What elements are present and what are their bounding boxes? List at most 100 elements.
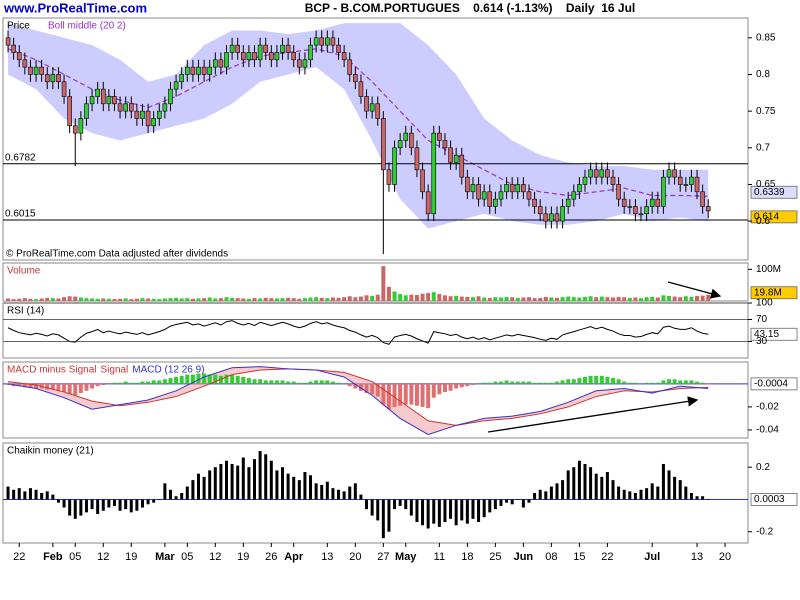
chaikin-bar	[112, 499, 116, 506]
chaikin-bar	[432, 499, 436, 524]
volume-bar	[667, 295, 672, 301]
x-tick-label: 20	[719, 551, 731, 563]
panel-title: Price	[7, 21, 30, 32]
chaikin-bar	[471, 499, 475, 519]
histogram-bar	[437, 383, 442, 395]
candle-body	[44, 74, 50, 83]
volume-bar	[582, 296, 587, 301]
histogram-bar	[95, 383, 100, 387]
candle-body	[431, 132, 437, 215]
chaikin-bar	[196, 473, 200, 500]
volume-bar	[174, 297, 179, 301]
panel-title: Boll middle (20 2)	[48, 21, 126, 32]
volume-bar	[594, 297, 599, 301]
histogram-bar	[605, 376, 610, 384]
chaikin-bar	[40, 493, 44, 500]
chaikin-bar	[281, 467, 285, 500]
volume-bar	[302, 298, 307, 301]
histogram-bar	[689, 380, 694, 384]
candle-body	[280, 44, 285, 53]
x-tick-label: 12	[97, 551, 109, 563]
y-tick-label: 0.85	[756, 32, 776, 43]
y-tick-label: 0.6	[756, 216, 770, 227]
histogram-bar	[487, 382, 492, 384]
volume-bar	[336, 297, 341, 301]
histogram-bar	[190, 374, 195, 384]
candle-body	[610, 176, 616, 185]
chaikin-bar	[656, 486, 660, 500]
x-tick-label: 19	[237, 551, 249, 563]
chaikin-bar	[454, 499, 458, 526]
chaikin-bar	[185, 486, 189, 500]
value-label: 43.15	[754, 329, 779, 340]
histogram-bar	[498, 381, 503, 384]
value-label: 19.8M	[754, 287, 782, 298]
candle-body	[689, 176, 694, 185]
volume-bar	[134, 298, 139, 301]
chaikin-bar	[118, 499, 122, 511]
volume-bar	[84, 298, 89, 301]
chaikin-bar	[107, 499, 111, 508]
chaikin-bar	[594, 473, 598, 500]
y-tick-label: 0.75	[756, 106, 776, 117]
candle-body	[364, 96, 369, 112]
histogram-bar	[235, 375, 240, 384]
histogram-bar	[34, 383, 39, 389]
candle-body	[700, 191, 705, 207]
volume-bar	[314, 297, 319, 301]
candle-body	[257, 44, 263, 61]
volume-bar	[381, 266, 386, 301]
histogram-bar	[22, 383, 27, 388]
candle-body	[633, 206, 638, 215]
x-tick-label: 05	[69, 551, 81, 563]
volume-bar	[252, 298, 257, 301]
volume-bar	[230, 297, 235, 301]
candle-body	[403, 132, 409, 141]
volume-bar	[73, 296, 78, 301]
chaikin-bar	[68, 499, 72, 516]
volume-bar	[560, 297, 565, 301]
candle-body	[89, 96, 95, 105]
candle-body	[537, 206, 543, 215]
candle-body	[212, 59, 218, 68]
chaikin-bar	[129, 499, 133, 513]
histogram-bar	[515, 381, 520, 384]
volume-bar	[426, 293, 431, 301]
histogram-bar	[655, 382, 660, 384]
volume-bar	[112, 299, 117, 301]
candle-body	[705, 206, 711, 212]
chaikin-bar	[645, 488, 649, 500]
volume-bar	[342, 297, 347, 301]
volume-bar	[34, 299, 39, 301]
histogram-bar	[532, 382, 537, 384]
chaikin-bar	[561, 480, 565, 500]
histogram-bar	[633, 382, 638, 384]
chaikin-bar	[225, 460, 228, 500]
chaikin-bar	[577, 460, 581, 500]
y-tick-label: 0.2	[756, 462, 770, 473]
volume-bar	[185, 298, 190, 301]
x-tick-label: 13	[321, 551, 333, 563]
panel-title: Signal	[100, 365, 128, 376]
volume-bar	[454, 295, 459, 301]
x-tick-label: 11	[434, 551, 445, 563]
volume-bar	[689, 296, 694, 301]
chaikin-bar	[297, 480, 301, 500]
value-box	[750, 493, 798, 506]
candle-body	[459, 154, 465, 178]
chaikin-bar	[538, 489, 542, 500]
histogram-bar	[330, 381, 335, 384]
volume-bar	[532, 298, 537, 301]
chaikin-bar	[533, 493, 537, 500]
histogram-bar	[224, 374, 229, 384]
chaikin-bar	[331, 488, 335, 500]
histogram-bar	[622, 381, 627, 384]
volume-bar	[319, 297, 324, 301]
chaikin-bar	[247, 467, 251, 500]
chaikin-bar	[51, 494, 55, 500]
chaikin-bar	[6, 486, 10, 500]
chaikin-bar	[689, 493, 693, 500]
chaikin-bar	[404, 499, 408, 510]
signal-line	[7, 368, 709, 426]
value-box	[750, 377, 798, 391]
